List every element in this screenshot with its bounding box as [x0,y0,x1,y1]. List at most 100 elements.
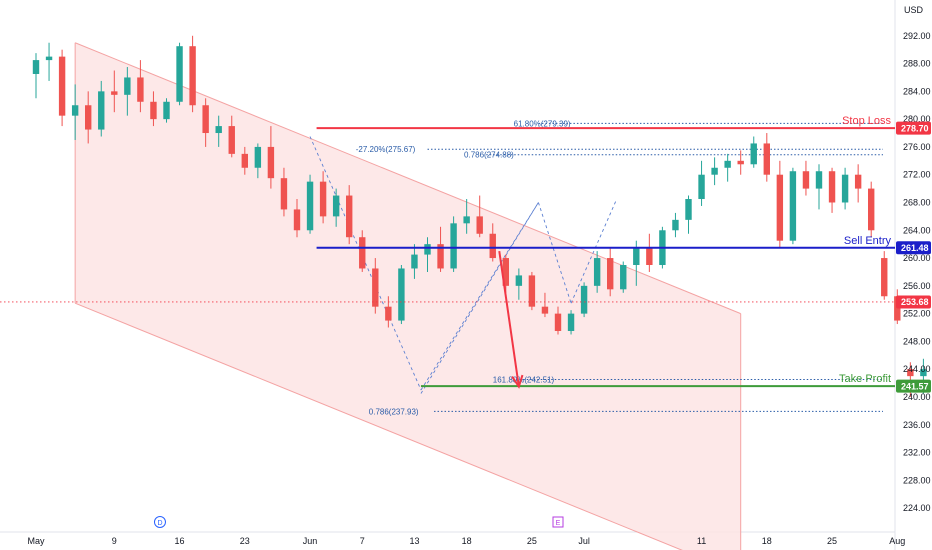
candle [424,237,431,272]
candle-body [620,265,627,290]
price-tag-box [896,241,931,255]
candle-body [802,171,810,189]
candle-body [228,126,235,154]
candle [215,115,222,147]
time-tick-label: Jun [303,536,318,546]
price-tick-label: 292.00 [903,31,931,41]
candle [881,251,888,300]
fib-level-label: 0.786(274.88) [464,151,514,160]
price-tick-label: 236.00 [903,420,931,430]
earnings-marker[interactable]: E [552,516,564,528]
candle [254,143,262,179]
level-label: Stop Loss [842,115,891,127]
level-stop-loss[interactable]: Stop Loss [316,115,895,130]
candle [476,195,483,238]
candle-body [698,174,705,200]
price-axis[interactable]: 224.00 228.00 232.00 236.00 240.00 244.00 248.… [896,31,931,513]
candle-body [528,275,536,307]
trade-levels[interactable]: Stop Loss Sell Entry Take Profit [0,115,895,389]
candle [411,244,418,279]
time-tick-label: 9 [112,536,117,546]
candle [137,60,144,113]
time-tick-label: 7 [360,536,365,546]
candle [711,157,718,186]
earnings-marker-label: E [556,520,561,527]
price-tag-box [896,121,931,135]
price-tick-label: 232.00 [903,448,931,458]
channel-fill [75,42,741,550]
time-tick-label: 25 [527,536,537,546]
price-tick-label: 252.00 [903,309,931,319]
candle-body [580,285,588,314]
price-channel[interactable] [74,42,742,550]
candle-body [724,160,731,168]
currency-label: USD [904,5,924,15]
candle [398,265,405,325]
candle [502,254,509,293]
candle [672,212,679,238]
candle [98,80,105,137]
candle-body [280,178,288,210]
time-axis[interactable]: May 9 16 23 Jun 7 13 18 25 Jul 11 18 25 Aug D E [27,516,905,547]
candle [202,98,209,147]
candle-body [450,223,457,269]
candle-body [841,174,849,203]
candle-body [750,143,757,165]
candle-body [737,160,744,165]
candle [359,230,366,272]
candle-body [633,247,640,265]
price-tick-label: 260.00 [903,253,931,263]
candle [541,292,549,318]
candle-body [541,306,549,314]
candle [176,42,183,106]
level-sell-entry[interactable]: Sell Entry [316,235,895,249]
candle-body [854,174,862,189]
candle [646,233,653,272]
candle [372,258,379,314]
projection-arrow-shaft [498,250,520,387]
candle [489,223,496,262]
candle [607,247,614,297]
candle [150,91,157,127]
candle [332,188,340,227]
candle-body [346,195,353,238]
candle [346,185,353,245]
dividend-marker-circle[interactable] [153,516,166,528]
candle [528,271,536,311]
price-tick-label: 256.00 [903,281,931,291]
candle [750,136,757,168]
fib-leg-line [309,136,422,391]
time-tick-label: 11 [697,536,706,546]
level-take-profit[interactable]: Take Profit [420,373,895,388]
price-tick-label: 240.00 [903,392,931,402]
candle [45,42,53,81]
channel-lower-line[interactable] [74,302,741,550]
candle [620,261,627,293]
time-tick-label: 16 [175,536,185,546]
candle [789,167,797,245]
price-tick-label: 224.00 [903,503,931,513]
candle-body [267,146,275,179]
candle [463,199,470,234]
candle-body [763,143,770,175]
candle [163,98,170,123]
candle-body [607,258,614,290]
candle [685,195,692,234]
level-label: Take Profit [839,373,891,385]
candle [580,282,588,318]
channel-upper-line[interactable] [74,42,741,315]
candle [593,251,601,293]
candle-body [489,233,496,259]
dividend-marker[interactable]: D [153,516,166,528]
candle-body [424,244,431,255]
fib-level-label: 61.80%(279.39) [514,119,571,128]
fib-leg-line [570,198,618,304]
candle-body [85,105,92,130]
candle [85,91,92,144]
price-tag: 241.57 [896,379,931,393]
time-tick-label: 18 [762,536,772,546]
earnings-marker-box[interactable] [552,516,564,528]
candle-body [45,56,53,61]
price-tick-label: 244.00 [903,364,931,374]
